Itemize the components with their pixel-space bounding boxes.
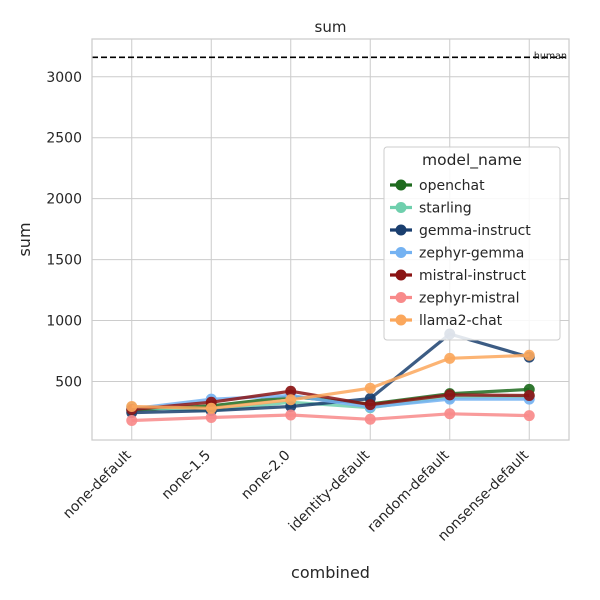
data-point [364, 382, 376, 394]
legend-label: openchat [419, 178, 485, 194]
data-point [444, 389, 456, 401]
legend-title: model_name [422, 151, 522, 170]
y-tick-label: 500 [55, 374, 82, 390]
y-tick-label: 3000 [46, 70, 82, 86]
data-point [444, 408, 456, 420]
legend-swatch-marker [395, 269, 407, 281]
legend-item: openchat [390, 178, 485, 194]
legend: model_name openchat starling gemma-instruct… [383, 146, 561, 341]
legend-label: gemma-instruct [419, 223, 531, 239]
data-point [523, 410, 535, 422]
series-llama2-chat [126, 349, 535, 414]
data-point [285, 385, 297, 397]
data-point [285, 409, 297, 421]
plot-frame [91, 38, 570, 441]
legend-label: zephyr-gemma [419, 246, 524, 262]
series-line [131, 393, 530, 411]
legend-item: zephyr-mistral [390, 291, 519, 307]
series-line [131, 353, 530, 410]
data-point [205, 411, 217, 423]
data-point [444, 352, 456, 364]
legend-swatch-marker [395, 179, 407, 191]
legend-swatch-marker [395, 247, 407, 258]
legend-swatch-marker [395, 314, 407, 326]
legend-swatch-marker [395, 202, 407, 213]
y-tick-label: 1500 [46, 253, 82, 269]
series-line [131, 412, 530, 423]
data-point [523, 390, 535, 402]
series-line [131, 389, 530, 412]
y-tick-label: 1000 [46, 314, 82, 330]
data-point [523, 349, 535, 361]
data-point [285, 394, 297, 406]
legend-item: gemma-instruct [390, 223, 531, 239]
data-point [126, 400, 138, 412]
legend-swatch-marker [395, 224, 407, 236]
reference-line-label: human [534, 51, 567, 62]
legend-item: zephyr-gemma [390, 246, 524, 262]
legend-item: llama2-chat [390, 313, 503, 329]
data-point [205, 402, 217, 414]
data-point [126, 414, 138, 426]
chart-title: sum [315, 18, 347, 36]
y-tick-labels: 500 1000 1500 2000 2500 3000 [46, 70, 82, 391]
legend-label: mistral-instruct [419, 268, 526, 284]
legend-item: mistral-instruct [390, 268, 526, 284]
data-point [364, 413, 376, 425]
x-axis-label: combined [291, 563, 370, 582]
legend-box [383, 146, 561, 341]
legend-swatch-marker [395, 292, 407, 303]
legend-item: starling [390, 201, 472, 217]
legend-label: zephyr-mistral [419, 291, 519, 307]
legend-label: llama2-chat [419, 313, 503, 329]
y-tick-label: 2500 [46, 131, 82, 147]
data-point [364, 399, 376, 411]
y-axis-label: sum [15, 222, 34, 256]
legend-label: starling [419, 201, 472, 217]
y-tick-label: 2000 [46, 192, 82, 208]
series-zephyr-mistral [126, 408, 535, 426]
